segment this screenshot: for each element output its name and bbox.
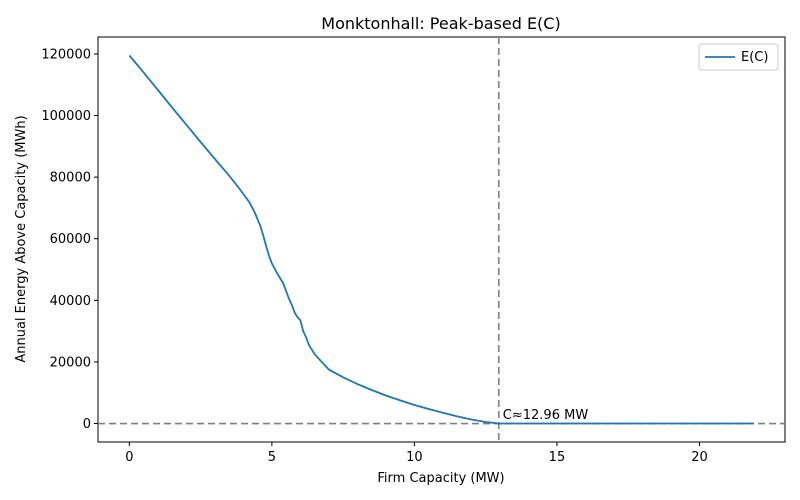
legend-label-e-c: E(C) [741,50,768,65]
plot-area: C≈12.96 MW [97,36,786,443]
y-tick-label: 100000 [41,109,91,124]
x-axis-label: Firm Capacity (MW) [377,471,504,486]
y-axis-label: Annual Energy Above Capacity (MWh) [14,115,29,362]
y-tick-label: 40000 [50,294,91,309]
legend: E(C) [698,43,779,71]
x-tick-label: 20 [691,450,708,465]
x-tick-label: 15 [549,450,566,465]
y-tick-label: 80000 [50,171,91,186]
plot-frame [97,36,786,443]
y-tick-label: 60000 [50,232,91,247]
y-axis: 0 20000 40000 60000 80000 100000 120000 [41,47,98,432]
x-tick-label: 5 [268,450,276,465]
x-tick-label: 0 [125,450,133,465]
y-tick-label: 120000 [41,47,91,62]
legend-box [698,43,779,71]
x-axis: 0 5 10 15 20 [125,442,708,465]
y-tick-label: 20000 [50,355,91,370]
x-tick-label: 10 [406,450,423,465]
threshold-annotation: C≈12.96 MW [503,408,589,423]
series-line-e-c [128,54,754,425]
y-tick-label: 0 [83,417,91,432]
chart-title: Monktonhall: Peak-based E(C) [321,14,560,33]
